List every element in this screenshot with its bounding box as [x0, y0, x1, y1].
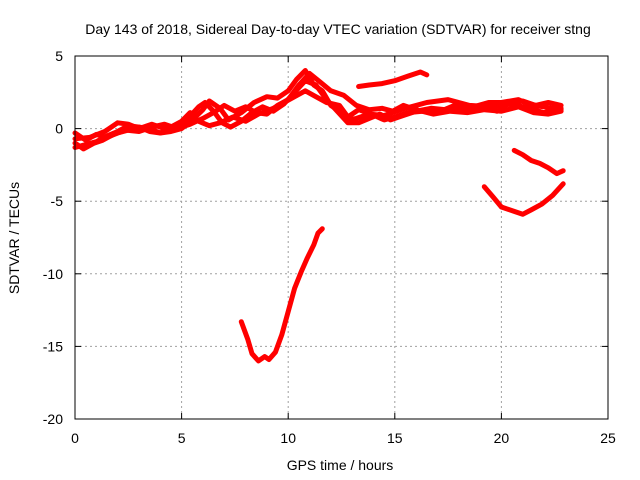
y-axis-label: SDTVAR / TECUs	[6, 182, 22, 294]
x-tick-label: 5	[178, 430, 186, 446]
series-line-arc-7	[481, 181, 566, 217]
x-axis-label: GPS time / hours	[287, 457, 394, 473]
chart-title: Day 143 of 2018, Sidereal Day-to-day VTE…	[85, 21, 591, 37]
series-layer	[72, 68, 566, 364]
y-tick-label: -15	[43, 338, 63, 354]
series-line-arc-5	[356, 69, 430, 89]
y-tick-label: -5	[51, 193, 64, 209]
x-tick-label: 0	[71, 430, 79, 446]
grid	[75, 56, 608, 419]
x-tick-label: 10	[280, 430, 296, 446]
ticks: 0 5 10 15 20 25 5 0 -5 -10 -15 -20	[43, 48, 616, 446]
y-tick-label: -20	[43, 411, 63, 427]
x-tick-label: 20	[494, 430, 510, 446]
y-tick-label: 5	[55, 48, 63, 64]
plot-frame	[74, 55, 609, 420]
x-tick-label: 25	[600, 430, 616, 446]
series-line-arc-4	[72, 70, 564, 152]
y-tick-label: -10	[43, 266, 63, 282]
series-line-arc-6	[238, 226, 325, 364]
y-tick-label: 0	[55, 121, 63, 137]
series-line-arc-8	[511, 147, 566, 177]
x-tick-label: 15	[387, 430, 403, 446]
series-line-arc-2	[72, 88, 564, 150]
